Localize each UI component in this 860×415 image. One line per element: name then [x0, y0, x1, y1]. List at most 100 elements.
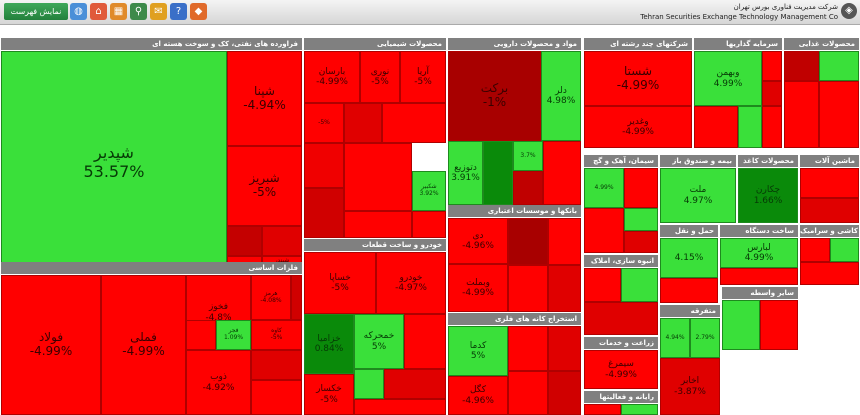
sector-utilities[interactable]: زراعت و خدمات سیمرغ -4.99% — [584, 337, 658, 389]
search-icon[interactable]: ⚲ — [130, 3, 147, 20]
stock-tile[interactable]: بارسان -4.99% — [304, 51, 360, 103]
sector-auto[interactable]: خودرو و ساخت قطعات خساپا -5% خودرو -4.97% خزا… — [304, 239, 446, 415]
stock-tile[interactable] — [694, 106, 738, 148]
stock-tile[interactable] — [762, 106, 782, 148]
stock-tile[interactable] — [186, 320, 216, 350]
sector-tile[interactable]: کاشی و سرامیک — [800, 225, 859, 285]
stock-tile[interactable]: وغدیر -4.99% — [584, 106, 692, 148]
stock-tile[interactable] — [304, 143, 344, 188]
stock-tile[interactable]: 2.79% — [690, 318, 720, 358]
stock-tile[interactable] — [784, 81, 819, 148]
stock-tile[interactable]: خکسار -5% — [304, 374, 354, 415]
stock-tile[interactable]: نوری -5% — [360, 51, 400, 103]
stock-tile[interactable]: کاوه -5% — [251, 320, 302, 350]
stock-tile[interactable] — [621, 268, 658, 302]
sector-cement[interactable]: سیمان، آهک و گچ 4.99% — [584, 155, 658, 253]
stock-tile[interactable] — [344, 211, 412, 238]
stock-tile[interactable] — [251, 350, 302, 380]
stock-tile[interactable] — [513, 171, 543, 205]
sector-bank[interactable]: بانکها و موسسات اعتباری دی -4.96% وبملت -4.9… — [448, 205, 581, 312]
stock-tile[interactable] — [819, 81, 859, 148]
stock-tile[interactable]: دلر 4.98% — [541, 51, 581, 141]
stock-tile[interactable] — [548, 265, 581, 312]
stock-tile[interactable] — [624, 231, 658, 253]
stock-tile[interactable] — [384, 369, 446, 399]
stock-tile[interactable] — [508, 265, 548, 312]
stock-tile[interactable]: چکارن 1.66% — [738, 168, 798, 223]
stock-tile[interactable]: کگل -4.96% — [448, 376, 508, 415]
stock-tile[interactable] — [762, 51, 782, 81]
sector-metal[interactable]: فلزات اساسی فولاد -4.99% فملی -4.99% فخوز -4.8… — [1, 262, 302, 415]
sector-misc[interactable]: متفرقه اخابر -3.87% 2.79% 4.94% — [660, 305, 720, 415]
sector-build[interactable]: انبوه سازی، املاک — [584, 255, 658, 335]
help-icon[interactable]: ? — [170, 3, 187, 20]
stock-tile[interactable]: لبارس 4.99% — [720, 238, 798, 268]
stock-tile[interactable] — [262, 226, 302, 256]
sector-tech[interactable]: سایر واسطه — [722, 287, 798, 415]
stock-tile[interactable] — [251, 380, 302, 415]
stock-tile[interactable]: ملت 4.97% — [660, 168, 736, 223]
stock-tile[interactable] — [508, 371, 548, 415]
stock-tile[interactable]: فجر 1.09% — [216, 320, 251, 350]
stock-tile[interactable]: دی -4.96% — [448, 218, 508, 264]
stock-tile[interactable] — [508, 326, 548, 371]
grid-icon[interactable]: ▦ — [110, 3, 127, 20]
stock-tile[interactable] — [227, 226, 262, 256]
stock-tile[interactable]: فولاد -4.99% — [1, 275, 101, 415]
stock-tile[interactable] — [412, 211, 446, 238]
stock-tile[interactable]: شپنا -4.94% — [227, 51, 302, 146]
sector-oil[interactable]: فراورده های نفتی، کک و سوخت هسته ای شپدیر… — [1, 38, 302, 274]
stock-tile[interactable]: اخابر -3.87% — [660, 358, 720, 415]
chat-icon[interactable]: ✉ — [150, 3, 167, 20]
stock-tile[interactable] — [722, 300, 760, 350]
sector-mine[interactable]: استخراج کانه های فلزی کدما 5% کگل -4.96% — [448, 313, 581, 415]
sector-machine[interactable]: ماشین آلات — [800, 155, 859, 223]
sector-multi[interactable]: شرکتهای چند رشته ای شستا -4.99% وغدیر -4.99% — [584, 38, 692, 148]
stock-tile[interactable]: وبملت -4.99% — [448, 264, 508, 312]
stock-tile[interactable] — [382, 103, 446, 143]
stock-tile[interactable] — [800, 168, 859, 198]
stock-tile[interactable]: ذوب -4.92% — [186, 350, 251, 415]
stock-tile[interactable]: برکت -1% — [448, 51, 541, 141]
stock-tile[interactable] — [762, 81, 782, 106]
stock-tile[interactable] — [548, 218, 581, 265]
stock-tile[interactable] — [621, 404, 658, 415]
stock-tile[interactable]: شبریز -5% — [227, 146, 302, 226]
stock-tile[interactable] — [584, 208, 624, 253]
stock-tile[interactable]: 3.7% — [513, 141, 543, 171]
stock-tile[interactable] — [548, 371, 581, 415]
stock-tile[interactable]: شستا -4.99% — [584, 51, 692, 106]
stock-tile[interactable] — [660, 278, 718, 303]
stock-tile[interactable] — [624, 208, 658, 231]
stock-tile[interactable] — [738, 106, 762, 148]
stock-tile[interactable] — [830, 238, 859, 262]
stock-tile[interactable]: شپدیر 53.57% — [1, 51, 227, 274]
sector-transport[interactable]: حمل و نقل 4.15% — [660, 225, 718, 303]
stock-tile[interactable] — [304, 188, 344, 238]
stock-tile[interactable] — [344, 143, 412, 211]
tag-icon[interactable]: ◆ — [190, 3, 207, 20]
stock-tile[interactable] — [344, 103, 382, 143]
stock-tile[interactable]: خمحرکه 5% — [354, 314, 404, 369]
sector-pharma[interactable]: مواد و محصولات دارویی برکت -1% دلر 4.98% دتوز… — [448, 38, 581, 205]
stock-tile[interactable] — [720, 268, 798, 285]
sector-invest[interactable]: سرمایه گذاریها وبهمن 4.99% — [694, 38, 782, 148]
sector-paper[interactable]: محصولات کاغذ چکارن 1.66% — [738, 155, 798, 223]
stock-tile[interactable] — [819, 51, 859, 81]
stock-tile[interactable] — [354, 399, 446, 415]
stock-tile[interactable] — [800, 262, 859, 285]
stock-tile[interactable]: دتوزیع 3.91% — [448, 141, 483, 205]
home-icon[interactable]: ⌂ — [90, 3, 107, 20]
stock-tile[interactable] — [354, 369, 384, 399]
stock-tile[interactable]: خساپا -5% — [304, 252, 376, 314]
sector-food[interactable]: محصولات غذایی — [784, 38, 859, 148]
stock-tile[interactable]: آریا -5% — [400, 51, 446, 103]
sector-chem[interactable]: محصولات شیمیایی بارسان -4.99% نوری -5% آریا -5… — [304, 38, 446, 238]
stock-tile[interactable] — [624, 168, 658, 208]
stock-tile[interactable]: وبهمن 4.99% — [694, 51, 762, 106]
sector-other[interactable]: رایانه و فعالیتها — [584, 391, 658, 415]
stock-tile[interactable] — [508, 218, 548, 265]
stock-tile[interactable]: -5% — [304, 103, 344, 143]
stock-tile[interactable] — [584, 268, 621, 302]
stock-tile[interactable] — [800, 238, 830, 262]
